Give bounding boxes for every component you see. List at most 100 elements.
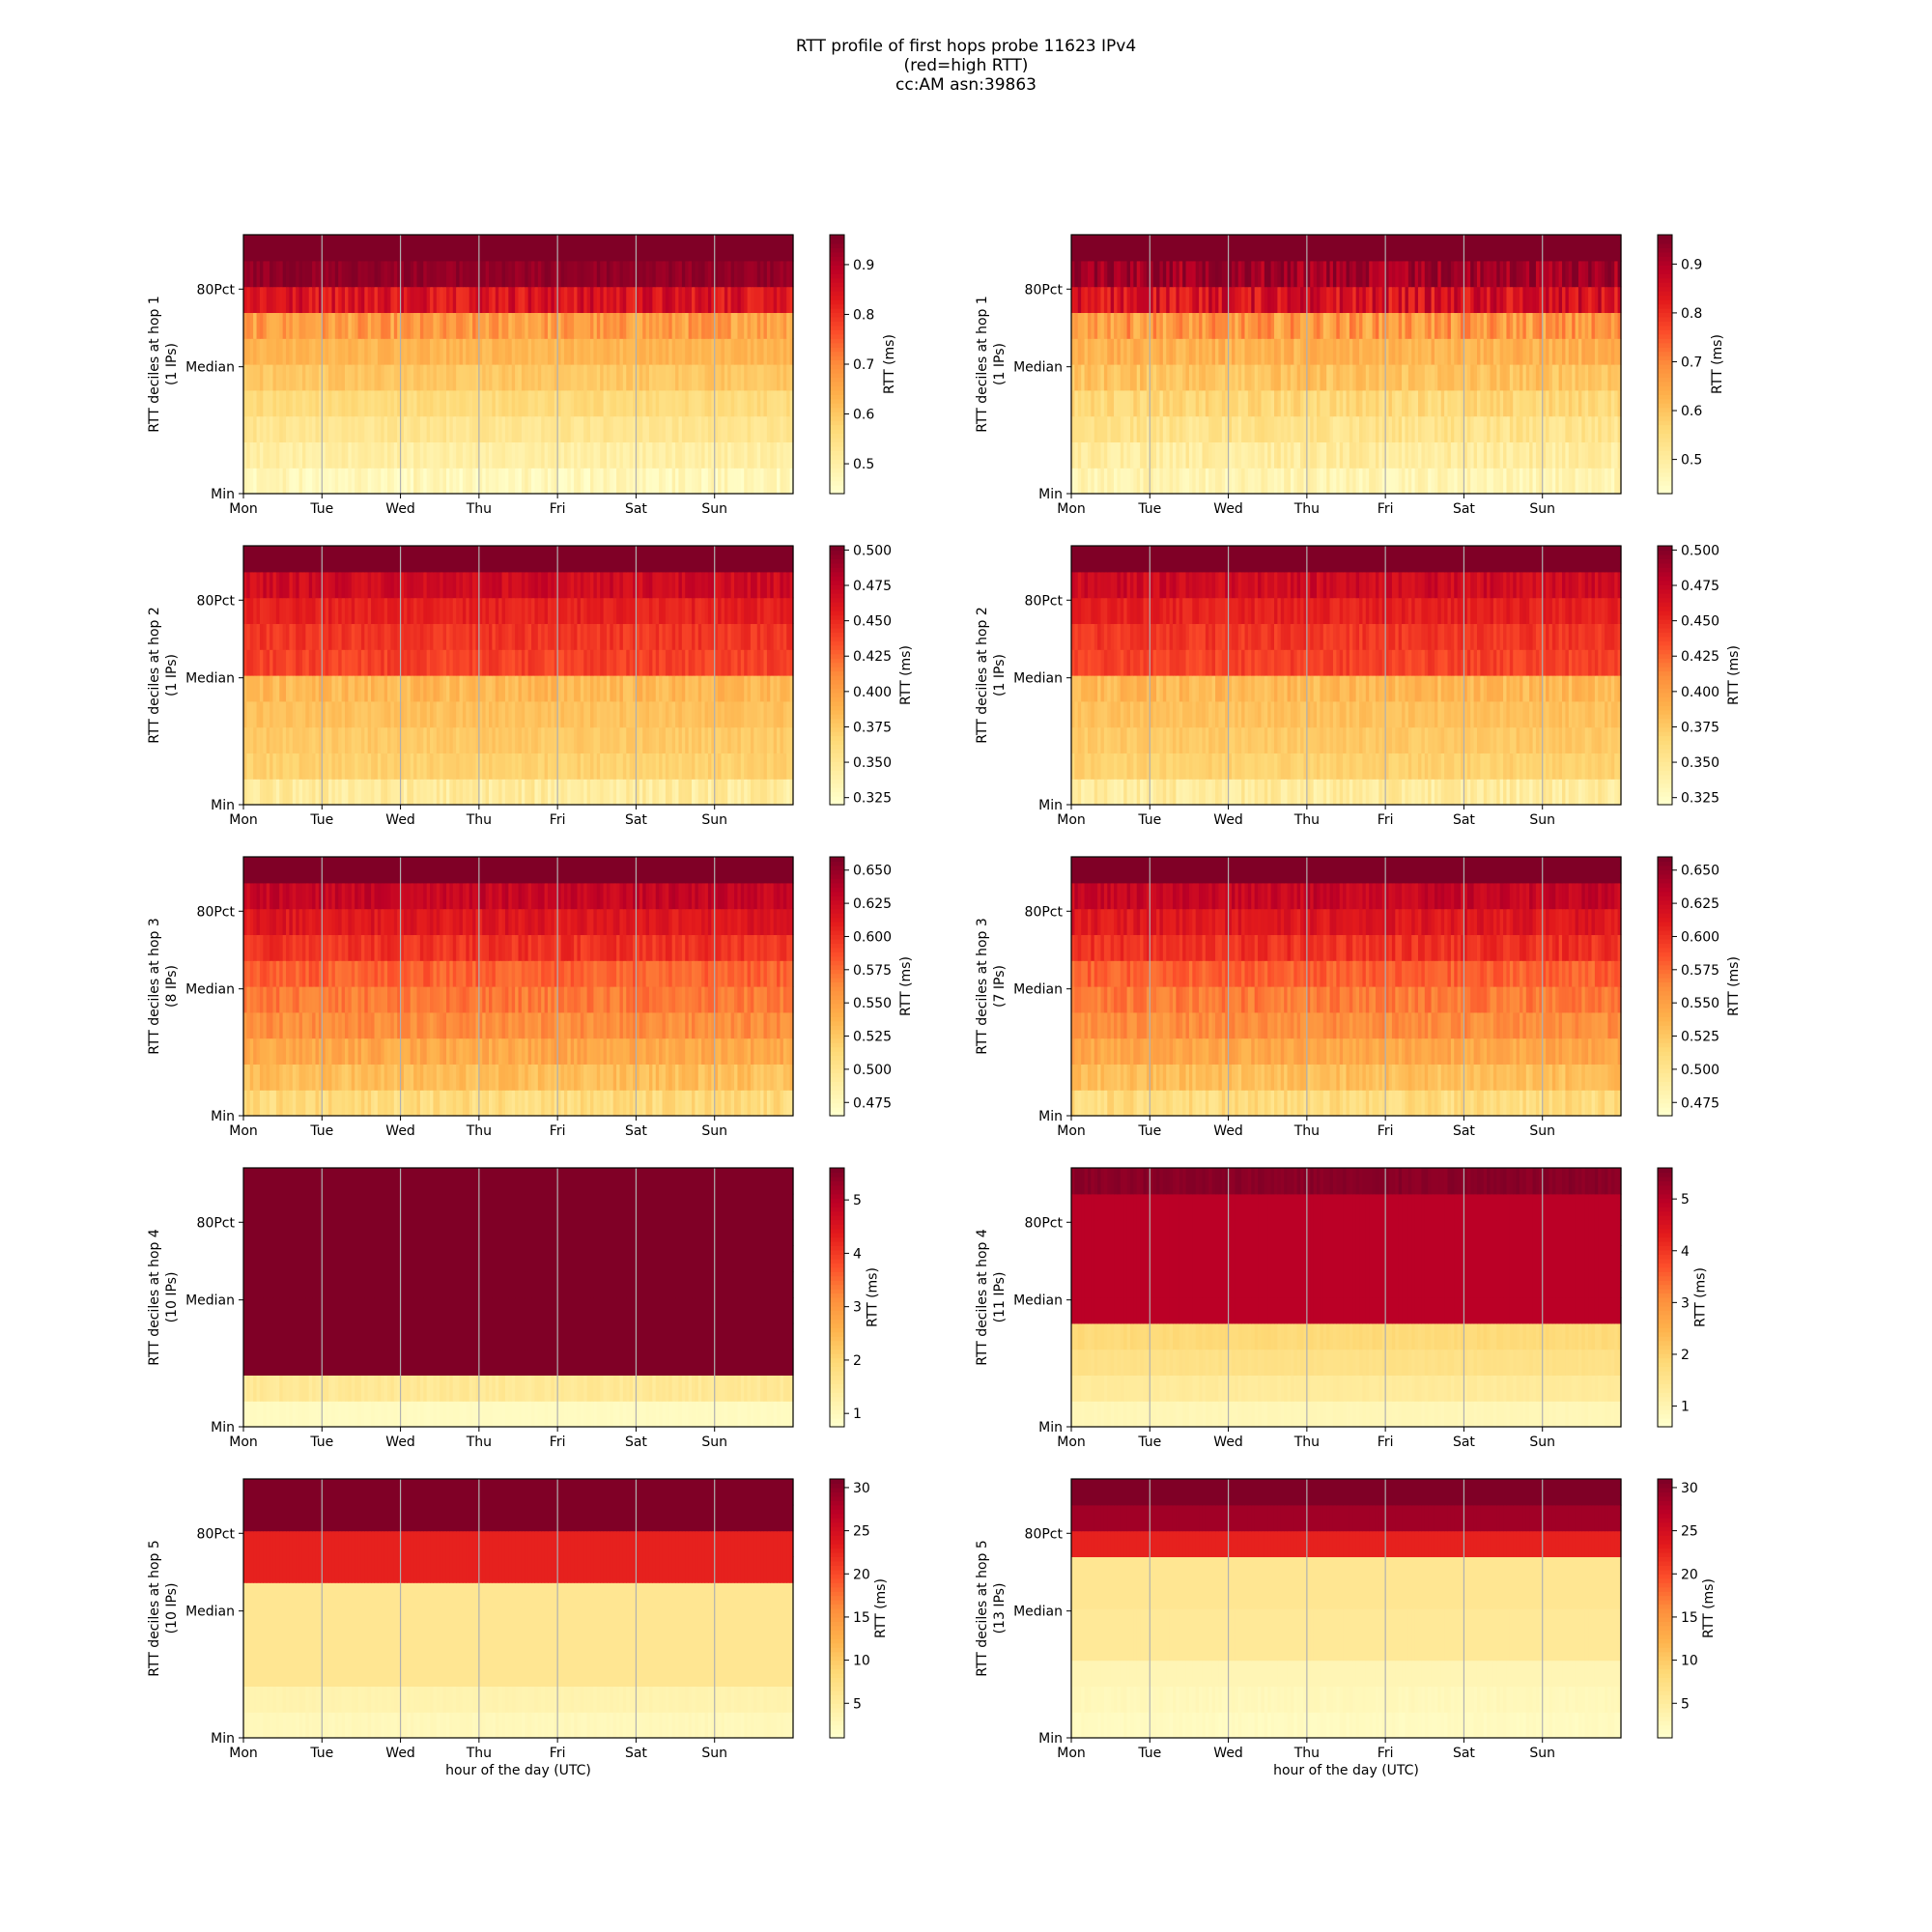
- heatmap-cell: [452, 415, 457, 442]
- colorbar-swatch: [830, 342, 844, 348]
- colorbar-swatch: [1658, 372, 1672, 378]
- heatmap-cell: [322, 468, 327, 495]
- heatmap-cell: [334, 415, 339, 442]
- heatmap-cell: [312, 415, 317, 442]
- colorbar-swatch: [1658, 441, 1672, 447]
- heatmap-cell: [407, 415, 412, 442]
- heatmap-cell: [756, 441, 761, 469]
- heatmap-cell: [466, 441, 470, 469]
- colorbar-swatch: [830, 286, 844, 292]
- heatmap-cell: [707, 389, 712, 417]
- heatmap-cell: [436, 441, 440, 469]
- colorbar-swatch: [830, 329, 844, 335]
- heatmap-cell: [351, 441, 355, 469]
- heatmap-cell: [305, 441, 310, 469]
- heatmap-cell: [478, 468, 483, 495]
- colorbar-swatch: [830, 242, 844, 248]
- colorbar-swatch: [830, 338, 844, 344]
- heatmap-cell: [377, 389, 382, 417]
- colorbar-swatch: [1658, 347, 1672, 353]
- heatmap-cell: [305, 415, 310, 442]
- heatmap-cell: [407, 389, 412, 417]
- heatmap-cell: [331, 415, 336, 442]
- heatmap-cell: [662, 389, 667, 417]
- heatmap-cell: [580, 441, 584, 469]
- colorbar-swatch: [1658, 412, 1672, 417]
- heatmap-cell: [459, 441, 464, 469]
- heatmap-cell: [636, 441, 640, 469]
- heatmap-cell: [489, 468, 494, 495]
- colorbar-swatch: [830, 377, 844, 383]
- colorbar-tick-label: 0.5: [1681, 453, 1702, 469]
- heatmap-cell: [606, 468, 611, 495]
- heatmap-cell: [253, 468, 258, 495]
- y-axis-label: RTT deciles at hop 1: [975, 296, 990, 433]
- heatmap-cell: [685, 415, 690, 442]
- y-tick-label: Median: [185, 360, 235, 376]
- heatmap-cell: [642, 389, 647, 417]
- heatmap-cell: [452, 441, 457, 469]
- heatmap-cell: [298, 441, 303, 469]
- colorbar-swatch: [830, 295, 844, 300]
- heatmap-cell: [478, 415, 483, 442]
- heatmap-cell: [364, 441, 369, 469]
- heatmap-cell: [744, 389, 749, 417]
- heatmap-cell: [301, 389, 306, 417]
- heatmap-cell: [527, 468, 532, 495]
- heatmap-cell: [770, 415, 775, 442]
- heatmap-cell: [282, 441, 287, 469]
- heatmap-cell: [527, 441, 532, 469]
- colorbar-swatch: [1658, 355, 1672, 361]
- heatmap-cell: [718, 389, 723, 417]
- heatmap-cell: [711, 415, 716, 442]
- heatmap-cell: [367, 468, 372, 495]
- colorbar-swatch: [1658, 364, 1672, 370]
- colorbar-swatch: [1658, 265, 1672, 270]
- heatmap-cell: [629, 468, 634, 495]
- heatmap-cell: [756, 468, 761, 495]
- heatmap-cell: [593, 415, 598, 442]
- colorbar-swatch: [830, 381, 844, 386]
- heatmap-cell: [495, 389, 499, 417]
- heatmap-cell: [619, 415, 624, 442]
- colorbar-swatch: [830, 364, 844, 370]
- heatmap-cell: [753, 389, 758, 417]
- heatmap-cell: [504, 441, 509, 469]
- heatmap-cell: [665, 468, 669, 495]
- heatmap-cell: [407, 468, 412, 495]
- heatmap-cell: [721, 389, 725, 417]
- colorbar-swatch: [830, 333, 844, 339]
- heatmap-cell: [338, 468, 343, 495]
- heatmap-cell: [616, 468, 621, 495]
- heatmap-cell: [603, 389, 608, 417]
- heatmap-cell: [590, 441, 594, 469]
- heatmap-cell: [596, 415, 601, 442]
- colorbar-tick-label: 0.8: [853, 307, 874, 323]
- heatmap-cell: [423, 389, 428, 417]
- heatmap-cell: [603, 415, 608, 442]
- heatmap-cell: [423, 441, 428, 469]
- heatmap-cell: [697, 389, 702, 417]
- heatmap-cell: [619, 441, 624, 469]
- colorbar-swatch: [1658, 463, 1672, 469]
- heatmap-cell: [249, 389, 254, 417]
- heatmap-cell: [560, 389, 565, 417]
- heatmap-cell: [636, 468, 640, 495]
- heatmap-cell: [534, 468, 539, 495]
- colorbar-tick-label: 0.7: [1681, 355, 1702, 370]
- heatmap-cell: [357, 389, 362, 417]
- heatmap-cell: [560, 415, 565, 442]
- heatmap-cell: [740, 415, 745, 442]
- heatmap-cell: [780, 415, 784, 442]
- heatmap-cell: [655, 415, 660, 442]
- heatmap-cell: [727, 389, 732, 417]
- heatmap-cell: [593, 441, 598, 469]
- heatmap-cell: [534, 389, 539, 417]
- colorbar-swatch: [830, 463, 844, 469]
- x-tick-label: Sat: [625, 501, 647, 517]
- heatmap-cell: [501, 441, 506, 469]
- colorbar-swatch: [830, 485, 844, 491]
- heatmap-cell: [671, 468, 676, 495]
- colorbar-swatch: [1658, 407, 1672, 412]
- heatmap-cell: [557, 415, 562, 442]
